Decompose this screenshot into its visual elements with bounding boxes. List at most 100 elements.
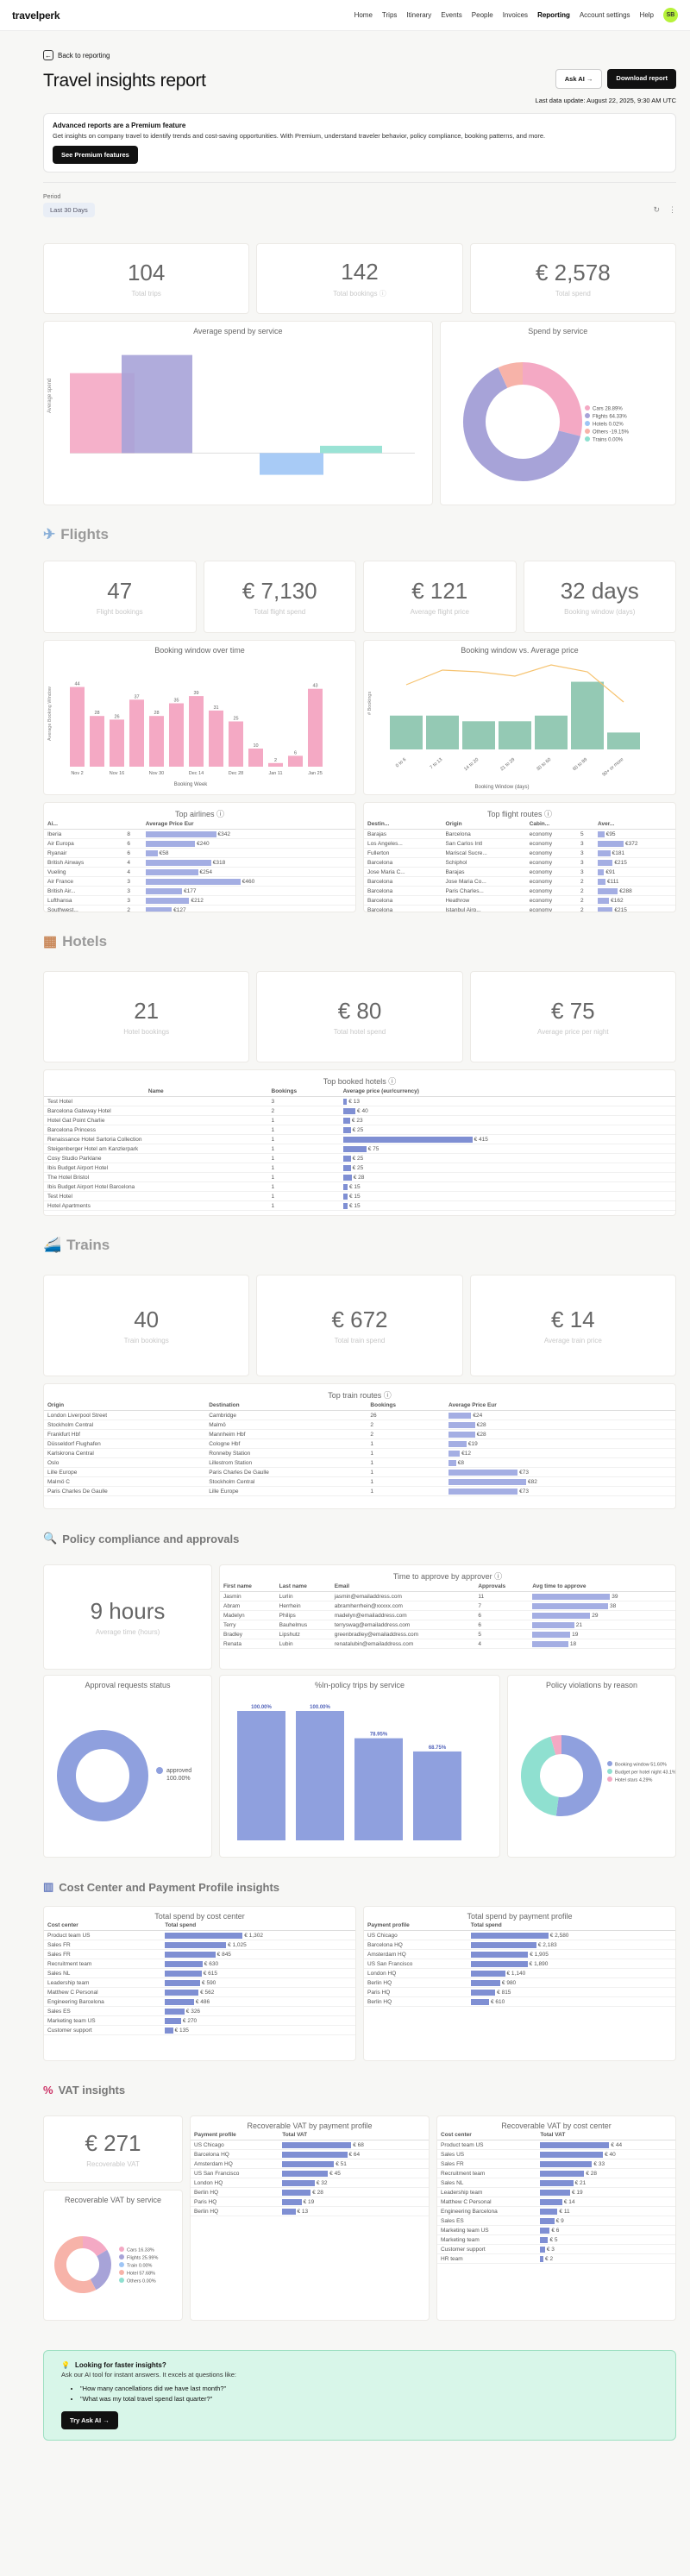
- table-cell: 1: [267, 1181, 340, 1192]
- table-cell: Sales NL: [437, 2178, 537, 2188]
- table-cell: € 28: [536, 2168, 675, 2178]
- table-cell: € 845: [161, 1949, 355, 1959]
- nav-home[interactable]: Home: [354, 11, 373, 19]
- table-cell: 2: [577, 876, 595, 887]
- table-cell: € 40: [339, 1106, 675, 1116]
- value-bar: [145, 830, 216, 837]
- bar-cell: € 590: [165, 1979, 352, 1986]
- nav-account-settings[interactable]: Account settings: [579, 11, 630, 19]
- table-row: US Chicago € 2,580: [364, 1930, 675, 1940]
- table-cell: Engineering Barcelona: [44, 1996, 162, 2007]
- table-cell: 1: [267, 1144, 340, 1154]
- nav-reporting[interactable]: Reporting: [537, 11, 570, 19]
- table-cell: 6: [123, 848, 142, 858]
- bar-cell: €254: [145, 868, 352, 875]
- value-bar: [342, 1164, 351, 1171]
- table-cell: London HQ: [364, 1968, 467, 1978]
- table-row: London HQ € 32: [191, 2178, 429, 2188]
- table-cell: Sales FR: [437, 2159, 537, 2169]
- value-bar: [598, 849, 611, 856]
- plane-icon: ✈: [43, 526, 56, 542]
- value-bar: [540, 2255, 544, 2262]
- nav-events[interactable]: Events: [441, 11, 462, 19]
- value-label: €58: [159, 849, 169, 856]
- tick-label: 30 to 60: [536, 757, 552, 772]
- donut-slice: [521, 362, 582, 436]
- table-row: Sales FR € 33: [437, 2159, 675, 2169]
- value-label: € 23: [351, 1117, 363, 1124]
- travelperk-logo[interactable]: travelperk: [12, 9, 60, 22]
- table-row: Sales FR € 1,025: [44, 1940, 355, 1950]
- more-icon[interactable]: ⋮: [668, 205, 676, 214]
- bar: [229, 721, 243, 767]
- table-cell: Lille Europe: [44, 1467, 206, 1477]
- nav-itinerary[interactable]: Itinerary: [406, 11, 432, 19]
- value-label: € 5: [549, 2236, 558, 2243]
- value-bar: [598, 840, 624, 847]
- table-cell: economy: [525, 857, 577, 868]
- value-label: € 25: [352, 1164, 364, 1171]
- table-cell: € 5: [536, 2234, 675, 2245]
- value-bar: [342, 1107, 356, 1114]
- table-cell: 29: [529, 1610, 675, 1620]
- table-cell: Test Hotel: [44, 1191, 268, 1201]
- value-label: €460: [242, 878, 255, 885]
- spend-by-service-chart: Spend by service Cars 28.89% Flights 64.3…: [439, 321, 676, 505]
- value-bar: [145, 906, 172, 912]
- table-row: Renata Lubin renatalubin@emailaddress.com 4…: [220, 1639, 675, 1649]
- table-row: Los Angeles... San Carlos Intl economy 3 €37…: [364, 838, 675, 849]
- value-label: € 1,905: [530, 1951, 549, 1958]
- nav-help[interactable]: Help: [639, 11, 654, 19]
- data-label: 44: [74, 682, 79, 687]
- bar: [189, 696, 204, 767]
- nav-trips[interactable]: Trips: [381, 11, 398, 19]
- table-cell: Lille Europe: [205, 1486, 367, 1496]
- vat-service-chart: Recoverable VAT by service Cars 16.33% Fl…: [43, 2190, 183, 2321]
- table-cell: € 2: [536, 2253, 675, 2264]
- try-ask-ai-button[interactable]: Try Ask AI →: [61, 2411, 118, 2429]
- ask-ai-button[interactable]: Ask AI →: [555, 69, 603, 89]
- value-bar: [165, 1970, 202, 1977]
- see-premium-button[interactable]: See Premium features: [53, 146, 138, 164]
- download-report-button[interactable]: Download report: [607, 69, 676, 89]
- table-cell: Sales ES: [44, 2006, 162, 2016]
- bar: [308, 688, 323, 767]
- table-cell: € 326: [161, 2006, 355, 2016]
- table-cell: Paris Charles De Gaulle: [205, 1467, 367, 1477]
- value-label: €12: [461, 1450, 472, 1457]
- table-cell: Karlskrona Central: [44, 1448, 206, 1458]
- bar-cell: € 1,025: [165, 1941, 352, 1948]
- nav-people[interactable]: People: [471, 11, 493, 19]
- back-link[interactable]: ← Back to reporting: [43, 50, 676, 60]
- table-cell: Paris HQ: [364, 1987, 467, 1997]
- value-bar: [282, 2141, 352, 2148]
- table-row: Marketing team US € 270: [44, 2015, 355, 2026]
- avatar[interactable]: SB: [663, 8, 678, 22]
- bar-cell: 18: [532, 1640, 672, 1647]
- table-row: The Hotel Bristol 1 € 28: [44, 1172, 675, 1182]
- value-label: € 2: [545, 2255, 554, 2262]
- data-label: 26: [114, 714, 119, 719]
- hotels-table: Name Bookings Average price (eur/currency)…: [44, 1087, 675, 1211]
- period-select[interactable]: Last 30 Days: [43, 203, 95, 217]
- table-row: Hotel Gat Point Charlie 1 € 23: [44, 1115, 675, 1125]
- legend-label: Cars 28.89%: [593, 407, 623, 412]
- refresh-icon[interactable]: ↻: [653, 205, 660, 214]
- value-bar: [165, 1989, 199, 1996]
- table-cell: € 40: [536, 2149, 675, 2159]
- nav-invoices[interactable]: Invoices: [502, 11, 529, 19]
- value-bar: [598, 897, 610, 904]
- table-row: Renaissance Hotel Sartoria Collection 1 € …: [44, 1134, 675, 1144]
- table-cell: €162: [594, 895, 675, 906]
- value-bar: [448, 1488, 518, 1495]
- value-label: € 44: [611, 2141, 623, 2148]
- arrow-right-icon: →: [586, 75, 593, 83]
- bar-cell: € 21: [540, 2179, 672, 2186]
- table-cell: Jose Maria Co...: [442, 876, 526, 887]
- routes-table: Destin... Origin Cabin... Aver... Barajas Bar…: [364, 819, 675, 912]
- table-row: Engineering Barcelona € 486: [44, 1996, 355, 2007]
- table-row: Test Hotel 3 € 13: [44, 1096, 675, 1106]
- table-cell: Leadership team: [44, 1977, 162, 1988]
- table-cell: 3: [577, 857, 595, 868]
- info-icon: ⓘ: [379, 290, 386, 298]
